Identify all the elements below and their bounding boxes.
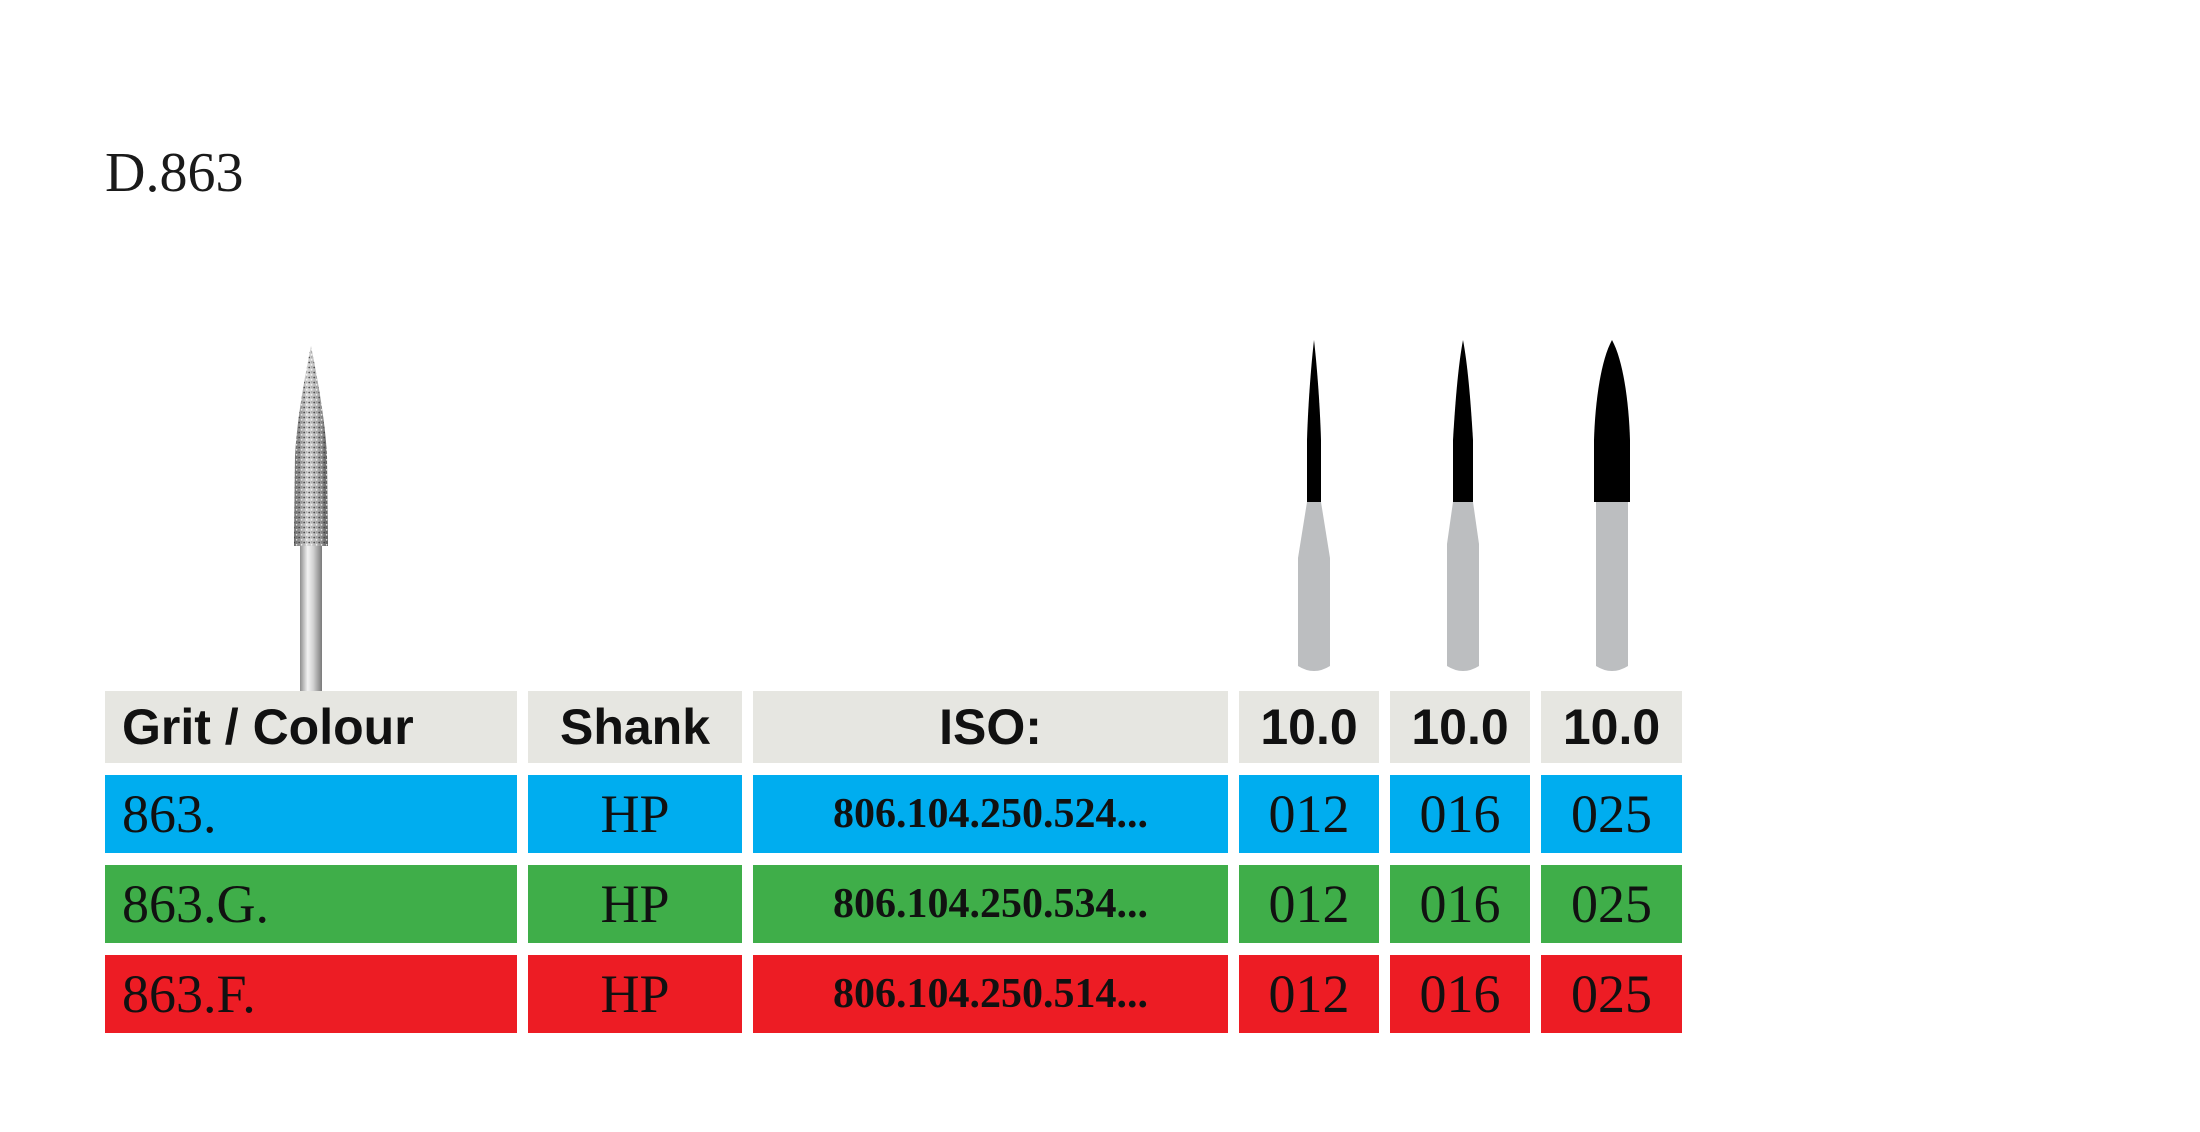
iso-cell: 806.104.250.514... xyxy=(753,955,1228,1033)
header-shank: Shank xyxy=(528,691,742,763)
bur-size-012-icon xyxy=(1298,340,1330,671)
iso-cell: 806.104.250.524... xyxy=(753,775,1228,853)
size-cell: 025 xyxy=(1541,955,1682,1033)
shank-cell: HP xyxy=(528,955,742,1033)
size-cell: 012 xyxy=(1239,955,1379,1033)
shank-cell: HP xyxy=(528,865,742,943)
page-title: D.863 xyxy=(105,142,244,204)
size-cell: 025 xyxy=(1541,865,1682,943)
shank-cell: HP xyxy=(528,775,742,853)
grit-cell: 863.F. xyxy=(105,955,517,1033)
bur-size-025-icon xyxy=(1594,340,1630,671)
iso-cell: 806.104.250.534... xyxy=(753,865,1228,943)
size-cell: 016 xyxy=(1390,775,1530,853)
grit-cell: 863. xyxy=(105,775,517,853)
header-iso: ISO: xyxy=(753,691,1228,763)
grit-cell: 863.G. xyxy=(105,865,517,943)
size-cell: 012 xyxy=(1239,865,1379,943)
size-cell: 016 xyxy=(1390,955,1530,1033)
size-cell: 025 xyxy=(1541,775,1682,853)
header-size: 10.0 xyxy=(1390,691,1530,763)
header-grit-colour: Grit / Colour xyxy=(105,691,517,763)
header-size: 10.0 xyxy=(1541,691,1682,763)
size-cell: 016 xyxy=(1390,865,1530,943)
header-size: 10.0 xyxy=(1239,691,1379,763)
size-cell: 012 xyxy=(1239,775,1379,853)
bur-size-016-icon xyxy=(1447,340,1479,671)
diamond-bur-icon xyxy=(294,346,328,691)
